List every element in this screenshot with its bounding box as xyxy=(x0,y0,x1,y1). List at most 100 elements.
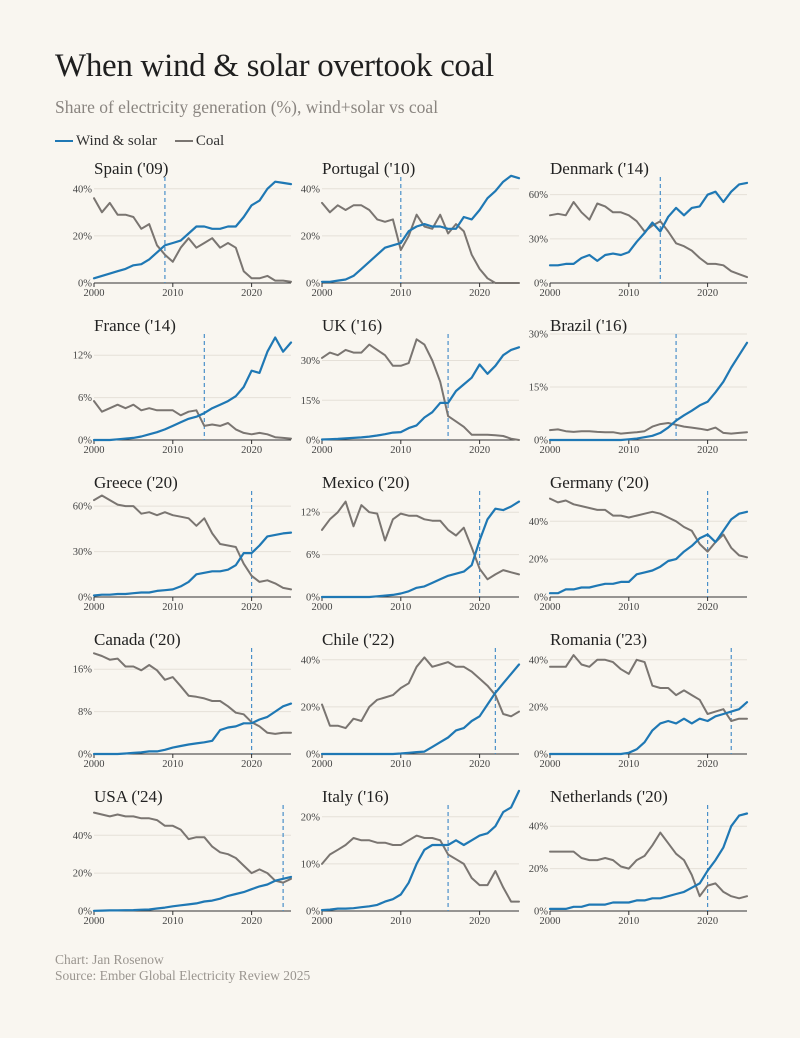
y-tick-label: 30% xyxy=(73,547,93,558)
x-tick-label: 2010 xyxy=(162,288,183,299)
x-tick-label: 2020 xyxy=(469,759,490,770)
series-line-coal xyxy=(93,494,292,591)
panel-14: Netherlands ('20) 0% 20% 40% 2000 2010 2020 xyxy=(529,787,749,927)
series-line-wind-solar xyxy=(548,510,749,595)
y-tick-label: 6% xyxy=(78,393,92,404)
y-tick-label: 0% xyxy=(306,436,320,447)
panel-3: France ('14) 0% 6% 12% 2000 2010 2020 xyxy=(73,316,293,456)
y-tick-label: 6% xyxy=(306,550,320,561)
panel-12: USA ('24) 0% 20% 40% 2000 2010 2020 xyxy=(73,787,293,927)
series-line-coal xyxy=(93,197,292,283)
y-tick-label: 0% xyxy=(306,593,320,604)
panel-title: France ('14) xyxy=(94,316,176,335)
x-tick-label: 2000 xyxy=(540,602,561,613)
y-tick-label: 0% xyxy=(306,279,320,290)
series-line-wind-solar xyxy=(320,500,521,599)
chart-subtitle: Share of electricity generation (%), win… xyxy=(55,97,439,117)
series-line-coal xyxy=(93,811,292,884)
series-line-coal xyxy=(549,654,748,722)
panel-title: Canada ('20) xyxy=(94,630,181,649)
footer-source: Source: Ember Global Electricity Review … xyxy=(55,968,311,983)
y-tick-label: 12% xyxy=(73,351,93,362)
x-tick-label: 2020 xyxy=(241,288,262,299)
panel-title: Portugal ('10) xyxy=(322,159,415,178)
y-tick-label: 40% xyxy=(73,184,93,195)
panel-6: Greece ('20) 0% 30% 60% 2000 2010 2020 xyxy=(73,473,293,613)
legend: Wind & solar Coal xyxy=(55,130,238,150)
x-tick-label: 2000 xyxy=(312,602,333,613)
x-tick-label: 2020 xyxy=(469,602,490,613)
panel-title: Germany ('20) xyxy=(550,473,649,492)
y-tick-label: 20% xyxy=(529,555,549,566)
panel-title: Italy ('16) xyxy=(322,787,389,806)
x-tick-label: 2020 xyxy=(241,445,262,456)
y-tick-label: 0% xyxy=(534,279,548,290)
y-tick-label: 0% xyxy=(534,750,548,761)
legend-swatch-wind xyxy=(55,140,73,142)
panel-13: Italy ('16) 0% 10% 20% 2000 2010 2020 xyxy=(301,787,521,927)
x-tick-label: 2010 xyxy=(390,445,411,456)
x-tick-label: 2020 xyxy=(697,602,718,613)
series-line-coal xyxy=(549,422,748,435)
y-tick-label: 40% xyxy=(529,517,549,528)
panel-title: Netherlands ('20) xyxy=(550,787,668,806)
series-line-coal xyxy=(549,201,748,279)
panel-title: Romania ('23) xyxy=(550,630,647,649)
series-line-coal xyxy=(549,831,748,900)
y-tick-label: 0% xyxy=(534,593,548,604)
series-line-wind-solar xyxy=(92,702,293,756)
series-line-coal xyxy=(321,500,520,581)
y-tick-label: 0% xyxy=(534,436,548,447)
legend-item-coal: Coal xyxy=(174,133,224,150)
x-tick-label: 2020 xyxy=(697,288,718,299)
panel-10: Chile ('22) 0% 20% 40% 2000 2010 2020 xyxy=(301,630,521,770)
series-line-wind-solar xyxy=(320,789,521,912)
panel-title: Spain ('09) xyxy=(94,159,168,178)
series-line-wind-solar xyxy=(92,336,293,442)
x-tick-label: 2020 xyxy=(241,759,262,770)
panel-0: Spain ('09) 0% 20% 40% 2000 2010 2020 xyxy=(73,159,293,299)
series-line-wind-solar xyxy=(320,174,521,283)
y-tick-label: 10% xyxy=(301,859,321,870)
x-tick-label: 2010 xyxy=(618,759,639,770)
small-multiples-grid: Spain ('09) 0% 20% 40% 2000 2010 2020 Portugal … xyxy=(73,159,749,927)
y-tick-label: 40% xyxy=(301,655,321,666)
panel-4: UK ('16) 0% 15% 30% 2000 2010 2020 xyxy=(301,316,521,456)
panel-title: Chile ('22) xyxy=(322,630,394,649)
series-line-coal xyxy=(321,201,520,284)
series-line-coal xyxy=(549,497,748,559)
y-tick-label: 20% xyxy=(529,702,549,713)
x-tick-label: 2000 xyxy=(312,288,333,299)
panel-7: Mexico ('20) 0% 6% 12% 2000 2010 2020 xyxy=(301,473,521,613)
series-line-wind-solar xyxy=(92,180,293,280)
y-tick-label: 0% xyxy=(306,750,320,761)
x-tick-label: 2000 xyxy=(540,288,561,299)
series-line-coal xyxy=(321,834,520,903)
panel-title: Mexico ('20) xyxy=(322,473,410,492)
y-tick-label: 0% xyxy=(78,593,92,604)
y-tick-label: 60% xyxy=(73,502,93,513)
x-tick-label: 2010 xyxy=(618,916,639,927)
y-tick-label: 15% xyxy=(529,383,549,394)
y-tick-label: 0% xyxy=(78,436,92,447)
panel-11: Romania ('23) 0% 20% 40% 2000 2010 2020 xyxy=(529,630,749,770)
legend-label-wind: Wind & solar xyxy=(76,132,158,149)
series-line-coal xyxy=(321,338,520,441)
x-tick-label: 2000 xyxy=(84,445,105,456)
y-tick-label: 16% xyxy=(73,665,93,676)
y-tick-label: 20% xyxy=(529,864,549,875)
series-line-wind-solar xyxy=(548,341,749,442)
x-tick-label: 2020 xyxy=(241,916,262,927)
footer-credit: Chart: Jan Rosenow xyxy=(55,952,164,967)
y-tick-label: 0% xyxy=(78,907,92,918)
y-tick-label: 20% xyxy=(301,812,321,823)
panel-title: Greece ('20) xyxy=(94,473,178,492)
x-tick-label: 2000 xyxy=(540,916,561,927)
x-tick-label: 2010 xyxy=(618,602,639,613)
panel-9: Canada ('20) 0% 8% 16% 2000 2010 2020 xyxy=(73,630,293,770)
series-line-coal xyxy=(93,652,292,735)
y-tick-label: 40% xyxy=(529,655,549,666)
x-tick-label: 2000 xyxy=(84,602,105,613)
y-tick-label: 0% xyxy=(306,907,320,918)
series-line-wind-solar xyxy=(320,663,521,756)
